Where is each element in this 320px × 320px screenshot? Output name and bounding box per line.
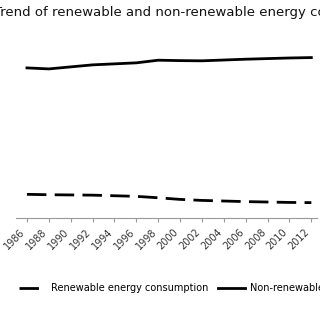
Text: Trend of renewable and non-renewable energy consumption in ...: Trend of renewable and non-renewable ene…: [0, 6, 320, 20]
Legend: Renewable energy consumption, Non-renewable energy: Renewable energy consumption, Non-renewa…: [15, 279, 320, 297]
